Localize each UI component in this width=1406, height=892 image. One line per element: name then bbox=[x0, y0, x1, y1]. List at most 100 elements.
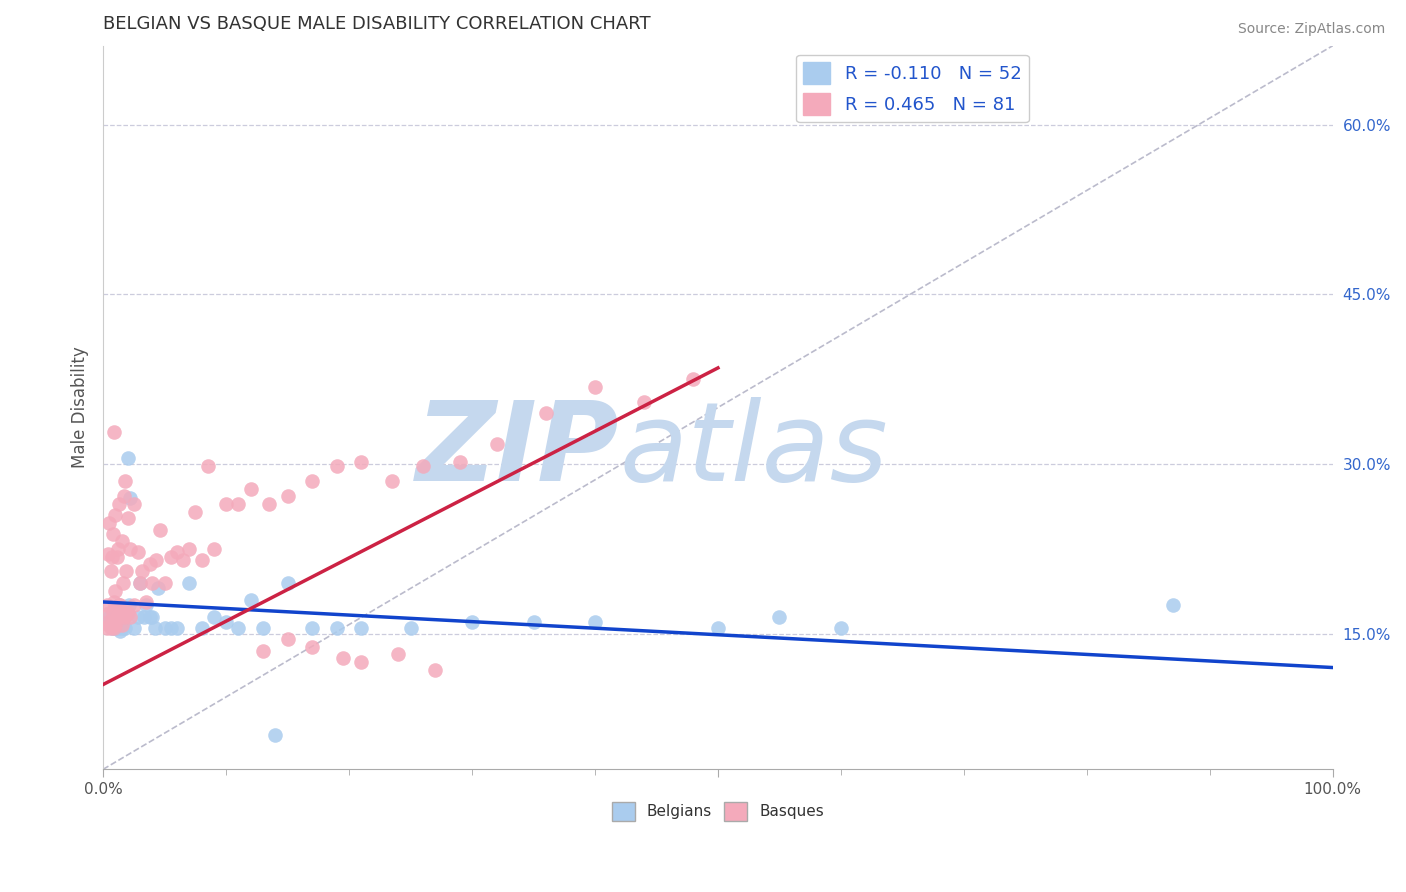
Legend: Belgians, Basques: Belgians, Basques bbox=[606, 796, 831, 827]
Point bbox=[301, 640, 323, 655]
Point bbox=[190, 621, 212, 635]
Point bbox=[132, 609, 155, 624]
Point bbox=[97, 615, 120, 630]
Point bbox=[131, 565, 153, 579]
Point bbox=[215, 615, 238, 630]
Point bbox=[96, 599, 118, 613]
Point bbox=[114, 607, 136, 621]
Point bbox=[100, 617, 122, 632]
Point bbox=[172, 553, 194, 567]
Point bbox=[101, 607, 124, 621]
Point bbox=[120, 491, 142, 505]
Point bbox=[252, 643, 274, 657]
Point bbox=[583, 380, 606, 394]
Point bbox=[139, 557, 162, 571]
Point bbox=[139, 609, 162, 624]
Point bbox=[387, 647, 409, 661]
Point bbox=[449, 455, 471, 469]
Point bbox=[485, 436, 508, 450]
Point bbox=[107, 609, 129, 624]
Point bbox=[326, 459, 349, 474]
Point bbox=[120, 541, 142, 556]
Point bbox=[108, 497, 131, 511]
Point bbox=[381, 474, 404, 488]
Point bbox=[277, 632, 299, 647]
Point bbox=[583, 615, 606, 630]
Point bbox=[105, 549, 128, 564]
Point bbox=[228, 497, 250, 511]
Point bbox=[108, 599, 131, 613]
Point bbox=[166, 621, 188, 635]
Point bbox=[110, 621, 132, 635]
Point bbox=[107, 621, 129, 635]
Point bbox=[412, 459, 434, 474]
Point bbox=[257, 497, 280, 511]
Point bbox=[111, 575, 134, 590]
Point bbox=[96, 621, 118, 635]
Point bbox=[101, 615, 124, 630]
Point bbox=[100, 621, 122, 635]
Point bbox=[110, 599, 132, 613]
Point bbox=[105, 609, 128, 624]
Point bbox=[277, 489, 299, 503]
Point bbox=[110, 617, 132, 632]
Point bbox=[111, 617, 134, 632]
Point bbox=[153, 575, 176, 590]
Point bbox=[301, 621, 323, 635]
Point bbox=[103, 425, 125, 440]
Point bbox=[301, 474, 323, 488]
Point bbox=[264, 728, 287, 742]
Point bbox=[129, 575, 152, 590]
Point bbox=[103, 621, 125, 635]
Y-axis label: Male Disability: Male Disability bbox=[72, 347, 89, 468]
Point bbox=[149, 523, 172, 537]
Point bbox=[101, 527, 124, 541]
Point bbox=[100, 621, 122, 635]
Point bbox=[202, 541, 225, 556]
Point bbox=[197, 459, 219, 474]
Point bbox=[115, 565, 138, 579]
Point bbox=[110, 624, 132, 639]
Point bbox=[122, 497, 145, 511]
Point bbox=[707, 621, 730, 635]
Point bbox=[110, 613, 132, 627]
Point bbox=[114, 474, 136, 488]
Point bbox=[135, 595, 157, 609]
Point bbox=[104, 583, 127, 598]
Point bbox=[107, 541, 129, 556]
Point bbox=[1161, 599, 1184, 613]
Point bbox=[399, 621, 422, 635]
Point bbox=[127, 545, 149, 559]
Text: atlas: atlas bbox=[620, 398, 889, 504]
Point bbox=[239, 482, 262, 496]
Point bbox=[122, 621, 145, 635]
Text: BELGIAN VS BASQUE MALE DISABILITY CORRELATION CHART: BELGIAN VS BASQUE MALE DISABILITY CORREL… bbox=[103, 15, 651, 33]
Point bbox=[98, 607, 121, 621]
Point bbox=[190, 553, 212, 567]
Point bbox=[117, 607, 139, 621]
Point bbox=[117, 451, 139, 466]
Point bbox=[179, 541, 201, 556]
Point bbox=[184, 504, 207, 518]
Point bbox=[97, 548, 120, 562]
Point bbox=[117, 511, 139, 525]
Point bbox=[768, 609, 790, 624]
Point bbox=[118, 599, 141, 613]
Point bbox=[830, 621, 852, 635]
Point bbox=[350, 655, 373, 669]
Point bbox=[350, 621, 373, 635]
Point bbox=[104, 621, 127, 635]
Point bbox=[98, 516, 121, 530]
Point bbox=[215, 497, 238, 511]
Point bbox=[239, 592, 262, 607]
Point bbox=[202, 609, 225, 624]
Point bbox=[104, 609, 127, 624]
Point bbox=[111, 607, 134, 621]
Point bbox=[98, 617, 121, 632]
Point bbox=[145, 553, 167, 567]
Point bbox=[108, 599, 131, 613]
Text: ZIP: ZIP bbox=[416, 398, 620, 504]
Point bbox=[423, 663, 446, 677]
Point bbox=[326, 621, 349, 635]
Point bbox=[350, 455, 373, 469]
